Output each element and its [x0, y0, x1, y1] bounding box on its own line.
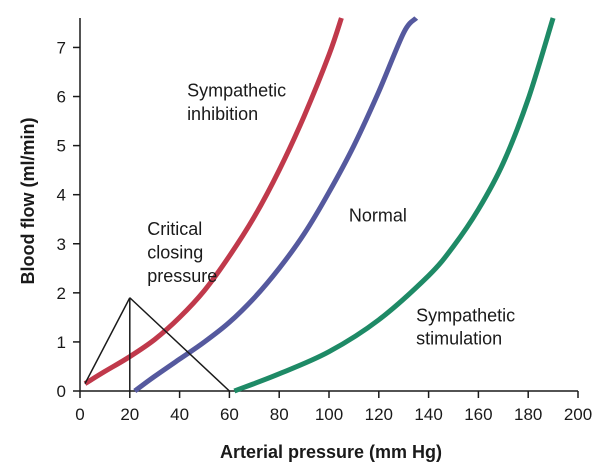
x-tick-label: 120 [365, 405, 393, 424]
y-tick-label: 4 [57, 186, 66, 205]
annotation-label: stimulation [416, 328, 502, 348]
annotation-label: Critical [147, 219, 202, 239]
y-axis-title: Blood flow (ml/min) [18, 118, 38, 285]
critical-closing-pressure-pointer [84, 297, 230, 392]
x-tick-label: 140 [414, 405, 442, 424]
x-tick-label: 80 [270, 405, 289, 424]
annotation-label: inhibition [187, 104, 258, 124]
y-tick-label: 7 [57, 38, 66, 57]
y-tick-label: 2 [57, 284, 66, 303]
x-tick-label: 100 [315, 405, 343, 424]
y-tick-label: 3 [57, 235, 66, 254]
x-axis-title: Arterial pressure (mm Hg) [220, 442, 442, 462]
annotation-label: Sympathetic [416, 305, 515, 325]
curve-normal [133, 16, 419, 393]
annotation-label: Normal [349, 206, 407, 226]
x-tick-label: 0 [75, 405, 84, 424]
axes: 0 20 40 60 80 100 120 140 160 180 200 0 1 2 3 4 5 6 7 [57, 18, 592, 424]
x-tick-label: 160 [464, 405, 492, 424]
annotation-label: Sympathetic [187, 81, 286, 101]
curve-sympathetic-stimulation [233, 17, 556, 394]
x-tick-label: 200 [564, 405, 592, 424]
annotation-label: pressure [147, 266, 217, 286]
y-tick-label: 0 [57, 382, 66, 401]
x-tick-label: 20 [120, 405, 139, 424]
y-tick-label: 1 [57, 333, 66, 352]
y-tick-label: 5 [57, 137, 66, 156]
annotations: Sympathetic inhibition Normal Critical closi… [147, 81, 515, 349]
x-tick-label: 180 [514, 405, 542, 424]
curves [83, 16, 556, 394]
y-tick-label: 6 [57, 88, 66, 107]
pointer-line [129, 297, 230, 392]
pointer-line [84, 297, 131, 384]
annotation-label: closing [147, 242, 203, 262]
x-tick-label: 60 [220, 405, 239, 424]
x-tick-label: 40 [170, 405, 189, 424]
curve-sympathetic-inhibition [83, 17, 344, 386]
